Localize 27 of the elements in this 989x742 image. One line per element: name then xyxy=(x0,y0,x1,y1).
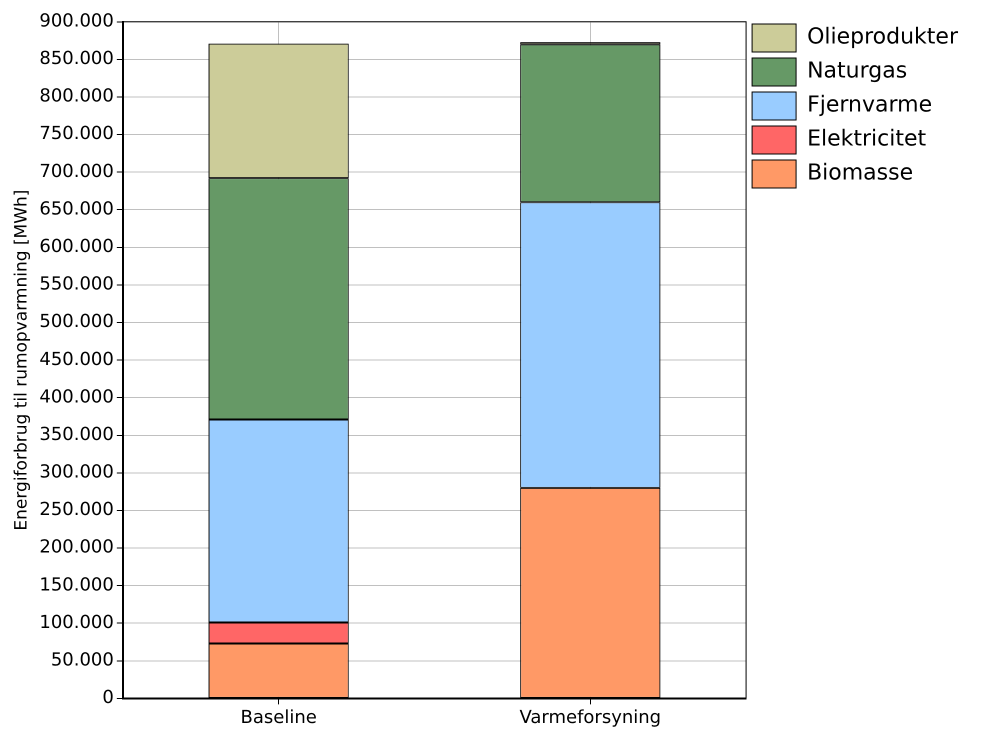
x-tick-label: Baseline xyxy=(240,706,317,728)
x-tick-label: Varmeforsyning xyxy=(519,706,662,728)
y-tick-label: 500.000 xyxy=(39,311,114,332)
y-tick-label: 350.000 xyxy=(39,424,114,445)
y-tick-label: 100.000 xyxy=(39,612,114,633)
y-tick-label: 150.000 xyxy=(39,574,114,596)
y-tick-label: 300.000 xyxy=(39,462,114,483)
y-tick-label: 450.000 xyxy=(39,348,114,370)
y-tick-label: 0 xyxy=(102,687,114,708)
y-tick-label: 600.000 xyxy=(39,236,114,258)
y-tick-label: 800.000 xyxy=(39,86,114,107)
y-tick-label: 850.000 xyxy=(39,48,114,70)
y-tick-label: 200.000 xyxy=(39,536,114,558)
y-tick-label: 400.000 xyxy=(39,386,114,408)
y-tick-label: 550.000 xyxy=(39,274,114,295)
y-tick-label: 700.000 xyxy=(39,160,114,182)
y-axis-title: Energiforbrug til rumopvarmning [MWh] xyxy=(12,190,32,531)
legend-label: Biomasse xyxy=(807,160,914,186)
legend-label: Olieprodukter xyxy=(807,24,959,50)
y-tick-label: 250.000 xyxy=(39,499,114,520)
legend-label: Fjernvarme xyxy=(807,92,932,118)
y-tick-label: 900.000 xyxy=(39,10,114,32)
legend-label: Naturgas xyxy=(807,58,908,84)
y-tick-label: 650.000 xyxy=(39,198,114,220)
y-tick-label: 50.000 xyxy=(50,649,114,670)
y-tick-label: 750.000 xyxy=(39,123,114,144)
legend-label: Elektricitet xyxy=(807,126,927,152)
